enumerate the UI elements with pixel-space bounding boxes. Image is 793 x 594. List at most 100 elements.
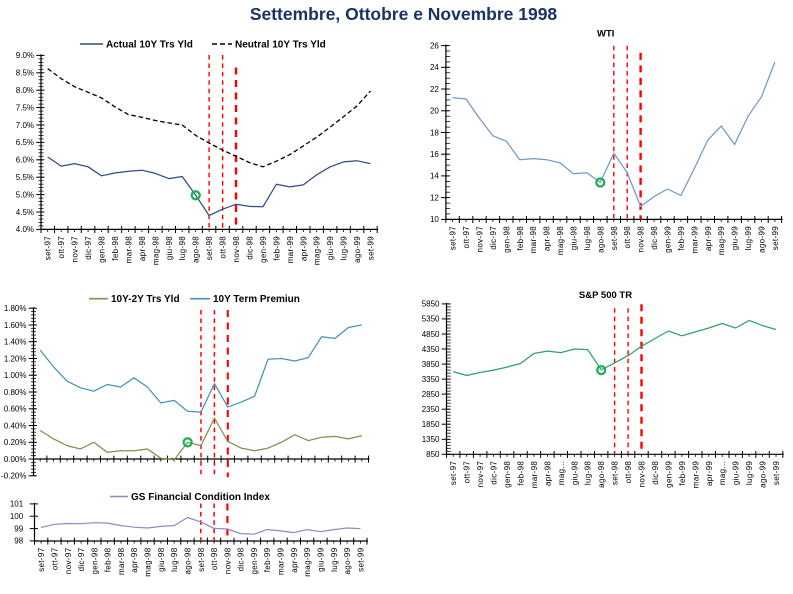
svg-text:1.80%: 1.80% [4,304,27,313]
svg-text:giu-99: giu-99 [316,547,325,572]
svg-text:dic-98: dic-98 [237,547,246,571]
svg-text:100: 100 [10,512,24,521]
svg-text:set-99: set-99 [356,547,365,572]
svg-text:feb-98: feb-98 [104,547,113,572]
svg-text:lug-99: lug-99 [744,226,753,251]
svg-text:lug-98: lug-98 [584,461,593,486]
svg-text:4.0%: 4.0% [16,225,34,234]
svg-text:dic-98: dic-98 [651,461,660,485]
svg-text:Neutral 10Y Trs Yld: Neutral 10Y Trs Yld [235,39,326,50]
svg-text:1.40%: 1.40% [4,338,27,347]
svg-text:feb-99: feb-99 [272,236,281,261]
svg-text:gen-98: gen-98 [90,547,99,574]
svg-text:mar-99: mar-99 [286,236,295,264]
svg-text:feb-98: feb-98 [517,461,526,486]
svg-text:ago-98: ago-98 [192,236,201,263]
svg-text:9.0%: 9.0% [16,51,34,60]
svg-text:set-97: set-97 [449,461,458,486]
svg-text:3350: 3350 [422,375,440,384]
svg-text:5.0%: 5.0% [16,190,34,199]
svg-text:lug-99: lug-99 [745,461,754,486]
svg-text:gen-99: gen-99 [250,547,259,574]
svg-text:mar-98: mar-98 [124,236,133,264]
svg-text:99: 99 [14,524,23,533]
svg-text:16: 16 [430,150,439,159]
svg-text:8.5%: 8.5% [16,69,34,78]
svg-text:10Y Term Premiun: 10Y Term Premiun [213,294,300,305]
svg-text:1850: 1850 [422,420,440,429]
svg-text:nov-98: nov-98 [223,547,232,574]
svg-text:apr-99: apr-99 [704,226,713,251]
svg-text:3850: 3850 [422,360,440,369]
svg-text:lug-98: lug-98 [178,236,187,261]
svg-text:giu-98: giu-98 [157,547,166,572]
svg-text:6.0%: 6.0% [16,156,34,165]
svg-text:apr-99: apr-99 [705,461,714,486]
svg-text:lug-98: lug-98 [170,547,179,572]
svg-text:1.00%: 1.00% [4,371,27,380]
svg-text:nov-97: nov-97 [71,236,80,263]
svg-text:26: 26 [430,41,439,50]
svg-text:1.60%: 1.60% [4,321,27,330]
svg-text:set-99: set-99 [771,226,780,251]
svg-text:mag...: mag... [718,461,727,485]
svg-text:apr-98: apr-98 [543,226,552,251]
svg-text:ago-98: ago-98 [597,461,606,488]
svg-text:dic-98: dic-98 [650,226,659,250]
svg-text:set-97: set-97 [37,547,46,572]
svg-text:18: 18 [430,128,439,137]
svg-text:mar-98: mar-98 [117,547,126,575]
svg-text:feb-99: feb-99 [678,461,687,486]
svg-text:98: 98 [14,537,23,546]
svg-text:gen-99: gen-99 [664,226,673,253]
svg-text:dic-97: dic-97 [489,226,498,250]
svg-text:set-97: set-97 [44,236,53,261]
svg-text:feb-98: feb-98 [111,236,120,261]
svg-text:gen-98: gen-98 [98,236,107,263]
svg-text:1.20%: 1.20% [4,354,27,363]
svg-text:0.40%: 0.40% [4,421,27,430]
svg-text:GS Financial Condition Index: GS Financial Condition Index [131,492,270,503]
svg-text:22: 22 [430,85,439,94]
svg-text:5.5%: 5.5% [16,173,34,182]
svg-text:8.0%: 8.0% [16,86,34,95]
svg-text:S&P 500 TR: S&P 500 TR [579,290,632,301]
svg-text:dic-98: dic-98 [246,236,255,260]
svg-text:ago-98: ago-98 [596,226,605,253]
svg-text:set-99: set-99 [772,461,781,486]
svg-text:giu-99: giu-99 [326,236,335,261]
svg-text:nov-98: nov-98 [637,226,646,253]
svg-text:dic-97: dic-97 [77,547,86,571]
svg-text:0.80%: 0.80% [4,388,27,397]
svg-text:4350: 4350 [422,345,440,354]
svg-text:dic-97: dic-97 [490,461,499,485]
svg-text:ott-97: ott-97 [463,461,472,484]
svg-text:ago-99: ago-99 [343,547,352,574]
svg-text:7.5%: 7.5% [16,103,34,112]
svg-text:20: 20 [430,107,439,116]
svg-text:ago-98: ago-98 [184,547,193,574]
svg-text:ott-97: ott-97 [462,226,471,249]
svg-text:5350: 5350 [422,315,440,324]
svg-text:nov-97: nov-97 [476,461,485,488]
svg-text:mar-99: mar-99 [691,461,700,489]
svg-text:ott-98: ott-98 [210,547,219,570]
svg-text:0.60%: 0.60% [4,405,27,414]
svg-text:mag-98: mag-98 [556,226,565,255]
svg-text:mag...: mag... [557,461,566,485]
svg-text:set-98: set-98 [610,226,619,251]
svg-text:mar-99: mar-99 [690,226,699,254]
svg-text:mag-99: mag-99 [303,547,312,576]
svg-text:ott-97: ott-97 [57,236,66,259]
svg-text:10Y-2Y Trs Yld: 10Y-2Y Trs Yld [111,294,180,305]
svg-text:giu-99: giu-99 [731,226,740,251]
svg-text:mag-99: mag-99 [717,226,726,255]
svg-text:4850: 4850 [422,330,440,339]
svg-text:giu-99: giu-99 [732,461,741,486]
svg-text:2350: 2350 [422,405,440,414]
svg-text:lug-99: lug-99 [340,236,349,261]
svg-text:lug-99: lug-99 [330,547,339,572]
svg-text:giu-98: giu-98 [570,461,579,486]
svg-text:apr-99: apr-99 [290,547,299,572]
svg-text:0.20%: 0.20% [4,438,27,447]
